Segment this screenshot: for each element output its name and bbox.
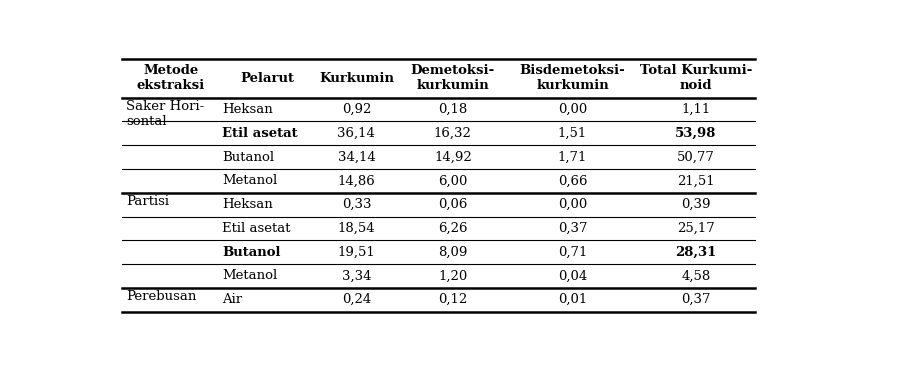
Text: 8,09: 8,09 [438,246,467,259]
Text: Total Kurkumi-
noid: Total Kurkumi- noid [640,64,752,92]
Text: Perebusan: Perebusan [126,290,196,303]
Text: 28,31: 28,31 [675,246,716,259]
Text: 53,98: 53,98 [675,127,716,140]
Text: 0,66: 0,66 [558,174,587,187]
Text: 0,39: 0,39 [681,198,711,211]
Text: 0,71: 0,71 [558,246,587,259]
Text: 0,06: 0,06 [438,198,467,211]
Text: Partisi: Partisi [126,195,169,208]
Text: Heksan: Heksan [222,103,273,116]
Text: 21,51: 21,51 [677,174,715,187]
Text: Bisdemetoksi-
kurkumin: Bisdemetoksi- kurkumin [520,64,625,92]
Text: 6,26: 6,26 [438,222,467,235]
Text: 0,04: 0,04 [558,269,587,282]
Text: 0,00: 0,00 [558,103,587,116]
Text: Butanol: Butanol [222,246,281,259]
Text: Etil asetat: Etil asetat [222,222,291,235]
Text: Heksan: Heksan [222,198,273,211]
Text: 0,37: 0,37 [681,293,711,306]
Text: Pelarut: Pelarut [240,72,294,85]
Text: 4,58: 4,58 [681,269,711,282]
Text: Metode
ekstraksi: Metode ekstraksi [136,64,205,92]
Text: 1,20: 1,20 [438,269,467,282]
Text: Etil asetat: Etil asetat [222,127,298,140]
Text: 0,18: 0,18 [438,103,467,116]
Text: Metanol: Metanol [222,269,278,282]
Text: 0,33: 0,33 [342,198,372,211]
Text: Air: Air [222,293,242,306]
Text: 14,92: 14,92 [434,151,472,164]
Text: 36,14: 36,14 [337,127,375,140]
Text: 25,17: 25,17 [677,222,715,235]
Text: Metanol: Metanol [222,174,278,187]
Text: Demetoksi-
kurkumin: Demetoksi- kurkumin [410,64,495,92]
Text: 50,77: 50,77 [677,151,715,164]
Text: 0,00: 0,00 [558,198,587,211]
Text: 3,34: 3,34 [342,269,372,282]
Text: 19,51: 19,51 [337,246,375,259]
Text: 34,14: 34,14 [337,151,375,164]
Text: 1,11: 1,11 [681,103,711,116]
Text: 0,01: 0,01 [558,293,587,306]
Text: 0,24: 0,24 [342,293,371,306]
Text: 0,92: 0,92 [342,103,371,116]
Text: 6,00: 6,00 [438,174,467,187]
Text: 16,32: 16,32 [434,127,472,140]
Text: 0,12: 0,12 [438,293,467,306]
Text: 1,51: 1,51 [558,127,587,140]
Text: 14,86: 14,86 [337,174,375,187]
Text: 1,71: 1,71 [558,151,587,164]
Text: Butanol: Butanol [222,151,275,164]
Text: 18,54: 18,54 [337,222,375,235]
Text: Kurkumin: Kurkumin [319,72,394,85]
Text: 0,37: 0,37 [558,222,587,235]
Text: Saker Hori-
sontal: Saker Hori- sontal [126,100,204,128]
